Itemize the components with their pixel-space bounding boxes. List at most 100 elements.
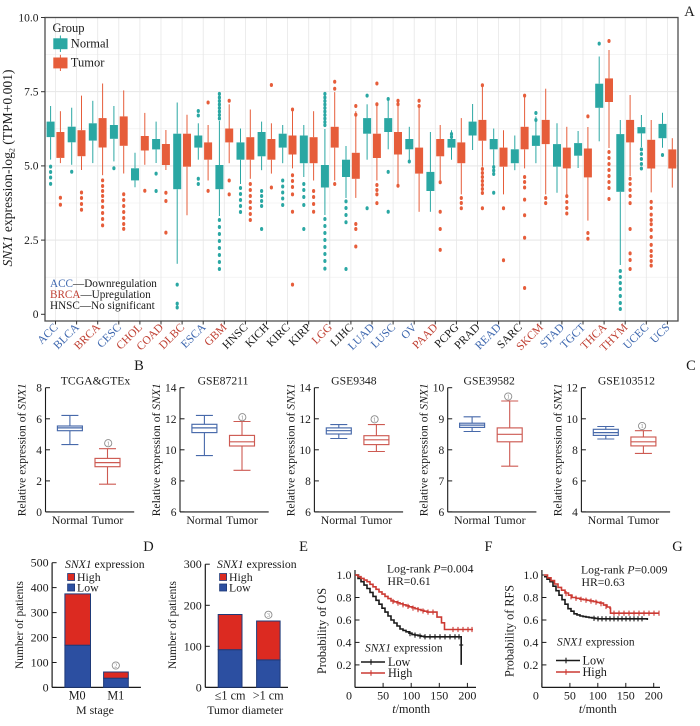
- svg-text:0.4: 0.4: [523, 635, 538, 649]
- svg-text:M1: M1: [107, 689, 124, 703]
- svg-text:ACC—Downregulation: ACC—Downregulation: [50, 278, 157, 290]
- svg-text:>1 cm: >1 cm: [253, 689, 284, 703]
- svg-text:8: 8: [572, 445, 578, 457]
- svg-text:E: E: [299, 539, 308, 555]
- svg-text:4: 4: [36, 445, 42, 457]
- svg-text:HR=0.63: HR=0.63: [582, 576, 625, 589]
- svg-text:6: 6: [572, 476, 578, 488]
- svg-text:12: 12: [165, 414, 177, 426]
- svg-text:A: A: [684, 4, 695, 20]
- svg-text:SNX1 expression: SNX1 expression: [365, 643, 443, 655]
- svg-text:300: 300: [184, 557, 202, 571]
- svg-text:50: 50: [377, 689, 389, 703]
- svg-text:0.2: 0.2: [337, 658, 352, 672]
- svg-text:Normal: Normal: [588, 513, 625, 527]
- svg-text:SNX1 expression: SNX1 expression: [557, 637, 635, 649]
- svg-text:200: 200: [645, 689, 663, 703]
- svg-text:t/month: t/month: [579, 702, 617, 716]
- svg-text:Normal: Normal: [52, 513, 89, 527]
- svg-text:Log-rank P=0.009: Log-rank P=0.009: [581, 564, 668, 577]
- svg-text:9: 9: [438, 414, 444, 426]
- svg-text:Tumor: Tumor: [361, 513, 393, 527]
- svg-text:Tumor: Tumor: [71, 56, 105, 70]
- svg-text:HNSC—No significant: HNSC—No significant: [50, 300, 156, 312]
- svg-text:G: G: [672, 539, 683, 555]
- svg-text:Low: Low: [583, 654, 606, 668]
- svg-text:8: 8: [171, 476, 177, 488]
- svg-text:14: 14: [165, 383, 177, 395]
- svg-text:Relative expression of SNX1: Relative expression of SNX1: [150, 383, 163, 516]
- svg-text:Number of patients: Number of patients: [167, 580, 179, 669]
- svg-text:0.4: 0.4: [337, 635, 352, 649]
- svg-text:TCGA&GTEx: TCGA&GTEx: [61, 375, 131, 388]
- svg-text:1.0: 1.0: [337, 568, 352, 582]
- svg-text:0: 0: [43, 680, 49, 694]
- svg-text:GSE39582: GSE39582: [464, 375, 515, 388]
- svg-text:GSE9348: GSE9348: [331, 375, 377, 388]
- svg-text:High: High: [583, 665, 607, 679]
- svg-text:Probability of RFS: Probability of RFS: [503, 585, 517, 677]
- svg-text:Tumor diameter: Tumor diameter: [207, 703, 283, 717]
- svg-text:HR=0.61: HR=0.61: [388, 575, 431, 588]
- svg-text:GSE87211: GSE87211: [198, 375, 249, 388]
- svg-text:t/month: t/month: [392, 702, 430, 716]
- svg-text:6: 6: [438, 507, 444, 519]
- svg-text:Number of patients: Number of patients: [14, 580, 26, 669]
- svg-text:D: D: [143, 539, 153, 555]
- svg-text:14: 14: [299, 383, 311, 395]
- svg-text:0: 0: [33, 309, 39, 321]
- svg-text:1: 1: [641, 423, 644, 430]
- svg-text:10: 10: [165, 445, 177, 457]
- svg-text:10: 10: [433, 383, 445, 395]
- svg-text:Tumor: Tumor: [628, 513, 660, 527]
- svg-text:Relative expression of SNX1: Relative expression of SNX1: [551, 383, 564, 516]
- svg-text:0.8: 0.8: [523, 591, 538, 605]
- svg-text:0: 0: [346, 689, 352, 703]
- svg-text:Tumor: Tumor: [226, 513, 258, 527]
- svg-text:0: 0: [533, 689, 539, 703]
- svg-text:0: 0: [196, 680, 202, 694]
- svg-text:12: 12: [299, 414, 311, 426]
- svg-text:4: 4: [572, 507, 578, 519]
- svg-text:10: 10: [566, 414, 578, 426]
- svg-text:B: B: [134, 358, 144, 374]
- svg-text:10.0: 10.0: [18, 12, 38, 24]
- svg-text:400: 400: [31, 581, 49, 595]
- svg-text:1: 1: [241, 414, 244, 421]
- svg-text:10: 10: [299, 445, 311, 457]
- svg-text:0.2: 0.2: [523, 658, 538, 672]
- svg-text:Normal: Normal: [454, 513, 491, 527]
- svg-text:Normal: Normal: [321, 513, 358, 527]
- svg-text:200: 200: [31, 631, 49, 645]
- svg-text:Low: Low: [77, 581, 99, 595]
- svg-text:M stage: M stage: [76, 703, 114, 717]
- svg-text:2: 2: [114, 663, 117, 670]
- svg-text:100: 100: [402, 689, 420, 703]
- svg-text:High: High: [77, 570, 101, 584]
- svg-text:Group: Group: [53, 21, 85, 35]
- svg-text:7.5: 7.5: [24, 87, 39, 99]
- svg-text:0.6: 0.6: [523, 613, 538, 627]
- svg-text:8: 8: [438, 445, 444, 457]
- svg-text:Probability of OS: Probability of OS: [315, 588, 329, 674]
- svg-text:Tumor: Tumor: [494, 513, 526, 527]
- svg-text:Relative expression of SNX1: Relative expression of SNX1: [418, 383, 431, 516]
- svg-text:Log-rank P=0.004: Log-rank P=0.004: [387, 563, 474, 576]
- svg-text:1: 1: [107, 440, 110, 447]
- svg-text:M0: M0: [69, 689, 86, 703]
- svg-text:150: 150: [430, 689, 448, 703]
- svg-text:C: C: [686, 358, 696, 374]
- svg-text:150: 150: [617, 689, 635, 703]
- svg-text:1.0: 1.0: [523, 568, 538, 582]
- svg-text:F: F: [484, 539, 492, 555]
- svg-text:100: 100: [31, 656, 49, 670]
- svg-text:6: 6: [36, 414, 42, 426]
- svg-text:High: High: [229, 570, 253, 584]
- svg-text:BRCA—Upregulation: BRCA—Upregulation: [50, 289, 151, 301]
- svg-text:Relative expression of SNX1: Relative expression of SNX1: [284, 383, 297, 516]
- svg-text:Low: Low: [388, 655, 411, 669]
- svg-text:8: 8: [305, 476, 311, 488]
- svg-text:0.6: 0.6: [337, 613, 352, 627]
- svg-text:0.8: 0.8: [337, 591, 352, 605]
- svg-text:200: 200: [184, 598, 202, 612]
